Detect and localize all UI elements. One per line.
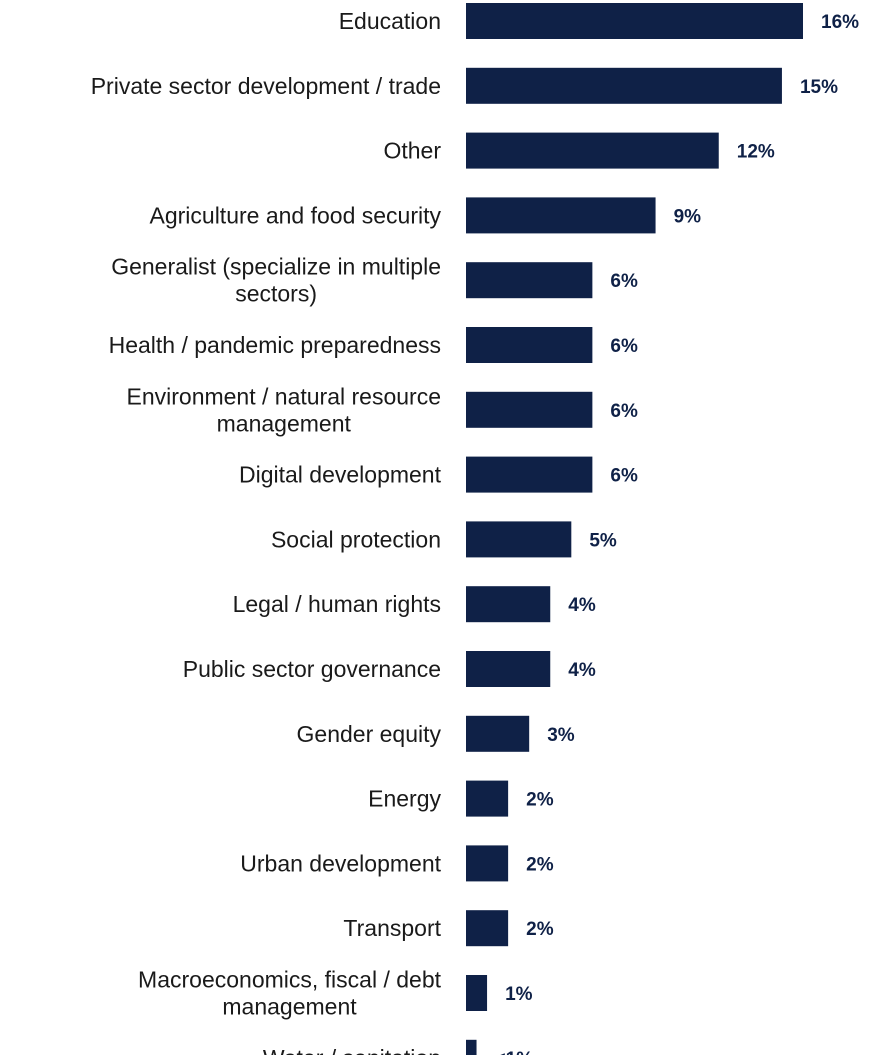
value-label-agriculture-and-food-security: 9% xyxy=(674,206,702,227)
value-labels-group: 16% 15% 12% 9% 6% 6% 6% 6% 5% 4% 4% 3% 2% 2% 2% 1% <1% xyxy=(495,12,860,1055)
bar-private-sector-development-trade xyxy=(466,67,782,104)
category-label-energy: Energy xyxy=(368,786,441,812)
value-label-environment-natural-resource-management: 6% xyxy=(610,401,638,422)
category-label-water-sanitation: Water / sanitation xyxy=(263,1045,441,1055)
bar-water-sanitation xyxy=(466,1039,477,1055)
bar-urban-development xyxy=(466,845,509,882)
value-label-gender-equity: 3% xyxy=(547,725,575,746)
bar-gender-equity xyxy=(466,715,530,752)
value-label-private-sector-development-trade: 15% xyxy=(800,77,838,98)
bar-agriculture-and-food-security xyxy=(466,197,656,234)
category-label-education: Education xyxy=(339,8,441,34)
value-label-legal-human-rights: 4% xyxy=(568,595,596,616)
value-label-generalist-specialize-in-multiple-sectors: 6% xyxy=(610,271,638,292)
category-label-private-sector-development-trade: Private sector development / trade xyxy=(91,73,441,99)
category-label-urban-development: Urban development xyxy=(240,850,441,876)
category-label-gender-equity: Gender equity xyxy=(297,721,442,747)
value-label-energy: 2% xyxy=(526,790,554,811)
bar-public-sector-governance xyxy=(466,651,551,687)
category-label-agriculture-and-food-security: Agriculture and food security xyxy=(150,202,442,228)
value-label-public-sector-governance: 4% xyxy=(568,660,596,681)
bar-energy xyxy=(466,780,509,817)
category-label-legal-human-rights: Legal / human rights xyxy=(233,591,441,617)
bars-group xyxy=(466,3,803,1055)
category-label-health-pandemic-preparedness: Health / pandemic preparedness xyxy=(109,332,441,358)
category-label-digital-development: Digital development xyxy=(239,462,442,488)
value-label-education: 16% xyxy=(821,12,859,33)
category-label-social-protection: Social protection xyxy=(271,526,441,552)
bar-social-protection xyxy=(466,521,572,558)
value-label-social-protection: 5% xyxy=(589,530,617,551)
bar-legal-human-rights xyxy=(466,586,551,623)
value-label-water-sanitation: <1% xyxy=(495,1049,534,1055)
category-label-transport: Transport xyxy=(343,915,441,941)
value-label-health-pandemic-preparedness: 6% xyxy=(610,336,638,357)
bar-environment-natural-resource-management xyxy=(466,391,593,428)
bar-education xyxy=(466,3,803,39)
category-labels-group: Education Private sector development / tr… xyxy=(91,8,442,1055)
category-label-macroeconomics-fiscal-debt-management: Macroeconomics, fiscal / debt management xyxy=(138,967,442,1020)
value-label-digital-development: 6% xyxy=(610,466,638,487)
bar-health-pandemic-preparedness xyxy=(466,327,593,363)
bar-transport xyxy=(466,910,509,947)
category-label-public-sector-governance: Public sector governance xyxy=(183,656,441,682)
bar-generalist-specialize-in-multiple-sectors xyxy=(466,262,593,299)
category-label-environment-natural-resource-management: Environment / natural resource management xyxy=(127,383,442,436)
value-label-other: 12% xyxy=(737,142,775,163)
bar-other xyxy=(466,132,719,169)
value-label-macroeconomics-fiscal-debt-management: 1% xyxy=(505,984,533,1005)
category-label-generalist-specialize-in-multiple-sectors: Generalist (specialize in multiple sector… xyxy=(111,254,441,307)
value-label-urban-development: 2% xyxy=(526,854,554,875)
category-label-other: Other xyxy=(383,138,441,164)
bar-digital-development xyxy=(466,456,593,493)
value-label-transport: 2% xyxy=(526,919,554,940)
bar-macroeconomics-fiscal-debt-management xyxy=(466,975,488,1011)
